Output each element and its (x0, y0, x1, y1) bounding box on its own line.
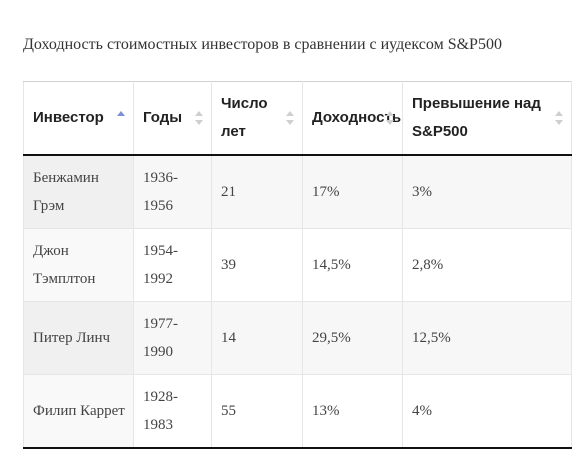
cell-investor: Бенжамин Грэм (23, 154, 134, 229)
table-header-row: Инвестор Годы Число лет Доходность Превы… (23, 81, 572, 156)
column-header-label: Превышение над S&P500 (412, 95, 541, 140)
cell-num-years: 55 (211, 374, 303, 449)
cell-investor: Джон Тэмплтон (23, 228, 134, 302)
cell-excess: 12,5% (402, 301, 572, 375)
table-caption: Доходность стоимостных инвесторов в срав… (23, 36, 502, 53)
cell-years: 1936-1956 (133, 154, 212, 229)
cell-return: 13% (302, 374, 403, 449)
sort-icon[interactable] (195, 111, 203, 125)
sort-icon[interactable] (286, 111, 294, 125)
table-row: Питер Линч 1977-1990 14 29,5% 12,5% (23, 301, 572, 375)
cell-excess: 3% (402, 154, 572, 229)
column-header-num-years[interactable]: Число лет (211, 81, 303, 156)
column-header-excess[interactable]: Превышение над S&P500 (402, 81, 572, 156)
column-header-label: Инвестор (33, 109, 104, 126)
cell-years: 1928-1983 (133, 374, 212, 449)
cell-return: 14,5% (302, 228, 403, 302)
cell-excess: 2,8% (402, 228, 572, 302)
column-header-label: Годы (143, 109, 183, 126)
investors-table: Инвестор Годы Число лет Доходность Превы… (23, 81, 572, 449)
column-header-label: Число лет (221, 95, 268, 140)
cell-years: 1954-1992 (133, 228, 212, 302)
column-header-years[interactable]: Годы (133, 81, 212, 156)
cell-num-years: 14 (211, 301, 303, 375)
column-header-investor[interactable]: Инвестор (23, 81, 134, 156)
sort-ascending-icon[interactable] (117, 111, 125, 125)
cell-excess: 4% (402, 374, 572, 449)
column-header-return[interactable]: Доходность (302, 81, 403, 156)
table-row: Бенжамин Грэм 1936-1956 21 17% 3% (23, 154, 572, 229)
cell-return: 17% (302, 154, 403, 229)
sort-icon[interactable] (386, 111, 394, 125)
sort-icon[interactable] (555, 111, 563, 125)
table-row: Филип Каррет 1928-1983 55 13% 4% (23, 374, 572, 449)
column-header-label: Доходность (312, 109, 402, 126)
cell-num-years: 21 (211, 154, 303, 229)
cell-investor: Филип Каррет (23, 374, 134, 449)
cell-num-years: 39 (211, 228, 303, 302)
cell-investor: Питер Линч (23, 301, 134, 375)
cell-return: 29,5% (302, 301, 403, 375)
table-row: Джон Тэмплтон 1954-1992 39 14,5% 2,8% (23, 228, 572, 302)
cell-years: 1977-1990 (133, 301, 212, 375)
